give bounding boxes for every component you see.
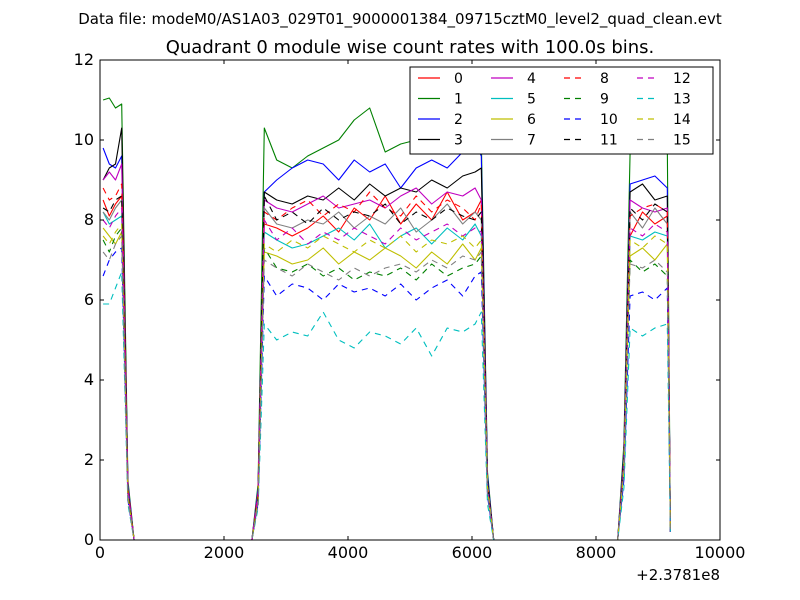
legend-label: 14 (673, 112, 691, 128)
y-tick-label: 4 (84, 370, 94, 389)
chart-suptitle: Data file: modeM0/AS1A03_029T01_90000013… (78, 10, 722, 29)
legend-label: 0 (454, 71, 463, 87)
series-line-12 (102, 207, 671, 540)
x-offset-label: +2.3781e8 (636, 566, 720, 584)
legend-label: 12 (673, 71, 691, 87)
x-tick-label: 8000 (576, 543, 617, 562)
y-tick-label: 0 (84, 530, 94, 549)
legend-label: 15 (673, 133, 691, 149)
legend-label: 7 (527, 133, 536, 149)
x-tick-label: 6000 (452, 543, 493, 562)
legend-label: 6 (527, 112, 536, 128)
legend-label: 1 (454, 92, 463, 108)
series-line-10 (102, 247, 671, 540)
legend-box (409, 66, 714, 155)
legend-label: 4 (527, 71, 536, 87)
series-line-15 (102, 235, 671, 540)
x-axis: 0 2000 4000 6000 8000 10000 (95, 60, 746, 562)
series-line-8 (102, 183, 671, 540)
x-tick-label: 2000 (204, 543, 245, 562)
series-lines-layer (102, 97, 671, 540)
series-line-14 (102, 223, 671, 540)
y-tick-label: 12 (74, 50, 94, 69)
legend-label: 2 (454, 112, 463, 128)
legend-label: 8 (600, 71, 609, 87)
y-tick-label: 6 (84, 290, 94, 309)
legend-label: 5 (527, 92, 536, 108)
y-tick-label: 2 (84, 450, 94, 469)
x-tick-label: 4000 (328, 543, 369, 562)
y-tick-label: 8 (84, 210, 94, 229)
legend-label: 9 (600, 92, 609, 108)
chart-title: Quadrant 0 module wise count rates with … (166, 37, 655, 58)
legend-label: 13 (673, 92, 691, 108)
legend-label: 11 (600, 133, 618, 149)
x-tick-label: 0 (95, 543, 105, 562)
y-tick-label: 10 (74, 130, 94, 149)
legend-label: 3 (454, 133, 463, 149)
legend-label: 10 (600, 112, 618, 128)
x-tick-label: 10000 (695, 543, 746, 562)
